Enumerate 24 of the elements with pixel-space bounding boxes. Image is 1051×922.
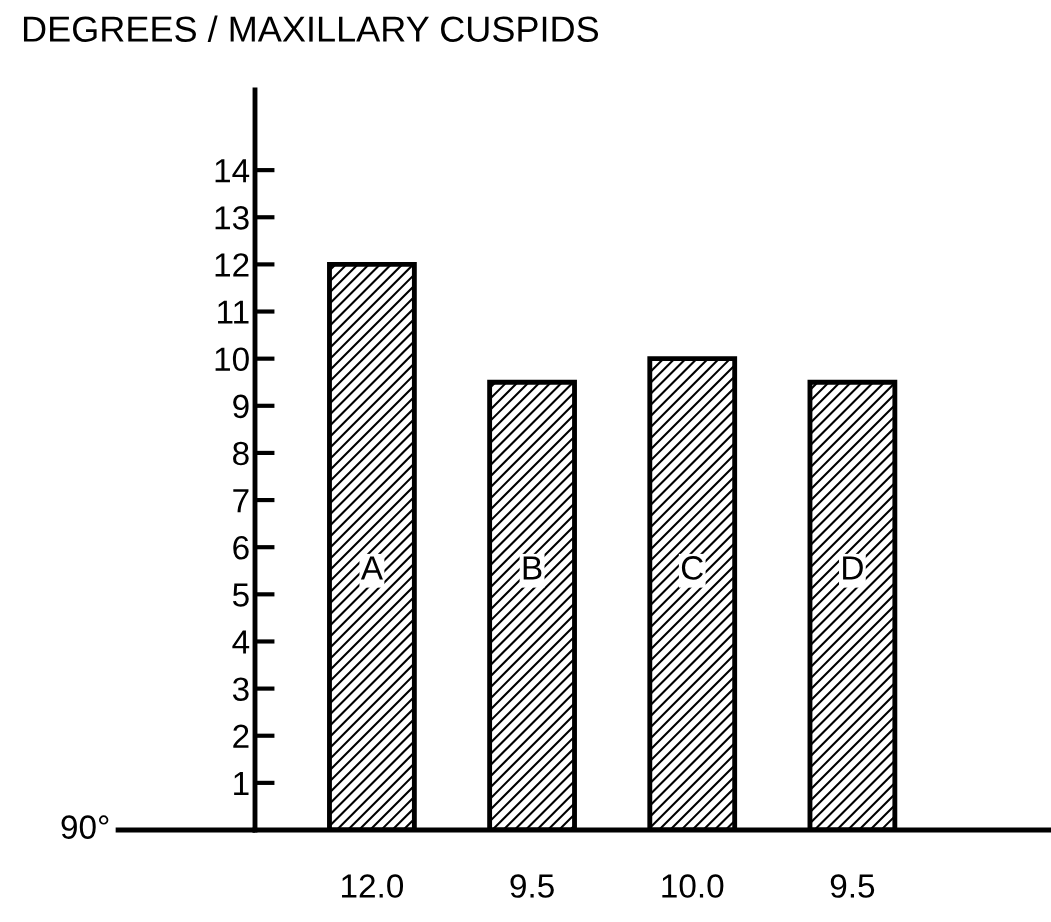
y-tick-label: 7 bbox=[233, 489, 249, 513]
x-tick-label: D bbox=[843, 556, 863, 580]
y-tick-label: 4 bbox=[232, 630, 250, 654]
y-tick-label: 3 bbox=[232, 677, 249, 701]
y-tick-label: 12 bbox=[215, 253, 249, 277]
y-tick-label: 10 bbox=[215, 347, 249, 372]
y-tick-label: 5 bbox=[232, 583, 249, 607]
x-tick-label: C bbox=[681, 556, 704, 580]
y-tick-label: 1 bbox=[234, 772, 249, 795]
data-label: 10.0 bbox=[662, 874, 724, 898]
text: 90° bbox=[61, 815, 109, 839]
x-tick-label: B bbox=[523, 556, 542, 580]
y-tick-label: 8 bbox=[233, 441, 249, 466]
y-tick-label: 13 bbox=[215, 206, 249, 230]
y-tick-label: 2 bbox=[233, 724, 249, 748]
chart-title: DEGREES / MAXILLARY CUSPIDS bbox=[23, 15, 599, 42]
y-tick-label: 11 bbox=[218, 300, 249, 324]
data-label: 9.5 bbox=[510, 874, 554, 898]
y-tick-label: 6 bbox=[233, 536, 249, 560]
y-tick-label: 14 bbox=[215, 159, 250, 183]
x-tick-label: A bbox=[360, 556, 383, 580]
data-label: 9.5 bbox=[830, 874, 875, 898]
data-label: 12.0 bbox=[342, 874, 404, 898]
y-tick-label: 9 bbox=[233, 394, 249, 419]
